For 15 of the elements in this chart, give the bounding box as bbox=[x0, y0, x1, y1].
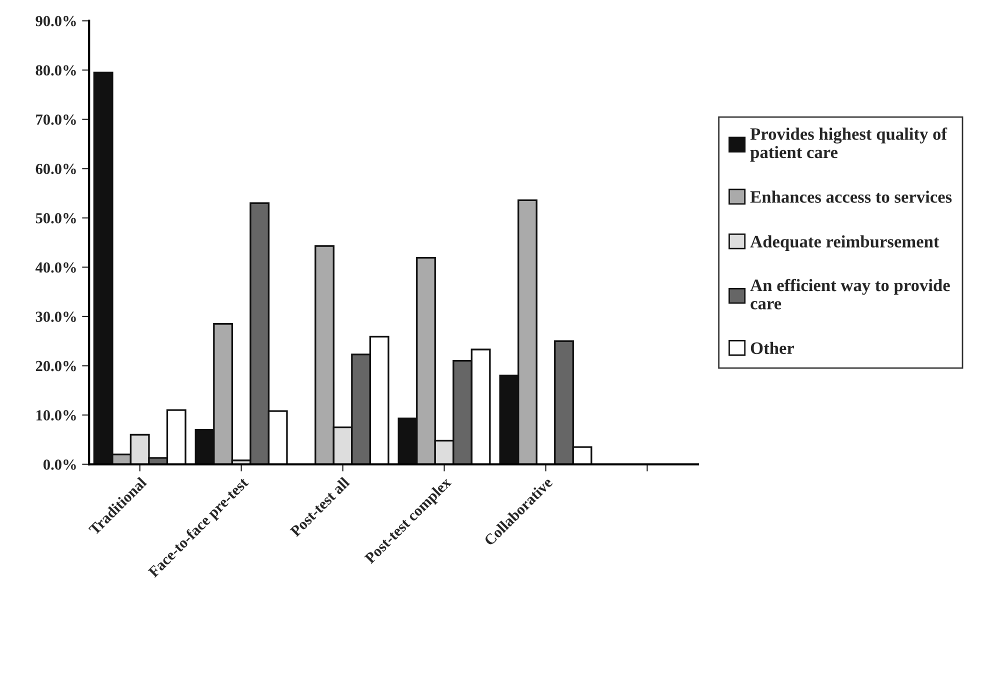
y-tick-label: 10.0% bbox=[36, 410, 76, 421]
y-tick-label: 50.0% bbox=[36, 213, 76, 224]
y-tick-label: 0.0% bbox=[44, 459, 76, 470]
legend-label: Adequate reimbursement bbox=[750, 235, 940, 252]
y-tick-label: 40.0% bbox=[35, 262, 76, 273]
y-tick-label: 60.0% bbox=[36, 164, 76, 174]
y-tick-label: 80.0% bbox=[36, 65, 76, 76]
y-tick-label: 90.0% bbox=[36, 16, 76, 26]
y-tick-label: 30.0% bbox=[36, 312, 76, 322]
y-tick-label: 70.0% bbox=[36, 114, 76, 125]
legend-label: An efficient way to provide care bbox=[750, 278, 950, 310]
legend-label: Other bbox=[750, 342, 794, 354]
legend-label: Provides highest quality of patient care bbox=[750, 127, 948, 162]
y-tick-label: 20.0% bbox=[36, 360, 76, 372]
legend-label: Enhances access to services bbox=[750, 190, 952, 203]
